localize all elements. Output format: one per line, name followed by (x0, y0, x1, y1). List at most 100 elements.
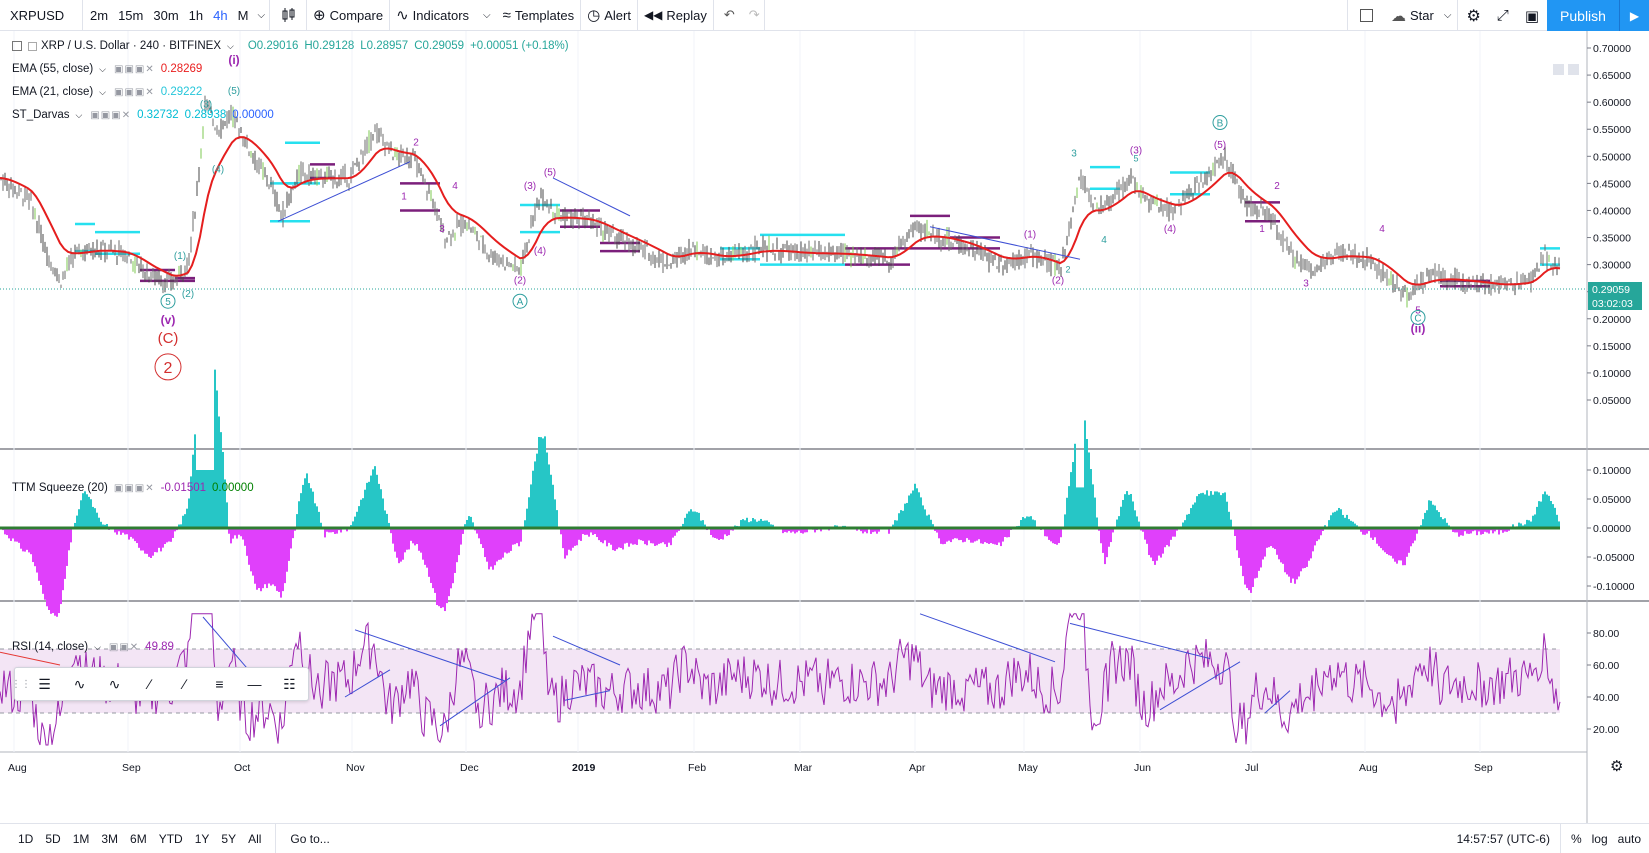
scroll-down-button[interactable] (1568, 64, 1579, 75)
ttm-tick-label: -0.10000 (1593, 581, 1635, 593)
trendline-icon[interactable]: ∕ (148, 676, 151, 692)
range-5y[interactable]: 5Y (221, 831, 237, 846)
rsi-tick-label: 20.00 (1593, 724, 1619, 736)
camera-icon[interactable]: ▣ (1524, 7, 1539, 25)
top-toolbar: XRPUSD 2m 15m 30m 1h 4h M ⌵ ⊕ Compare ∿ … (0, 0, 1649, 31)
range-all[interactable]: All (248, 831, 262, 846)
templates-button[interactable]: ≈ Templates (497, 0, 580, 31)
alert-label: Alert (604, 7, 631, 23)
goto-button[interactable]: Go to... (290, 831, 330, 846)
ttm-value-2: 0.00000 (212, 482, 254, 494)
chevron-down-icon[interactable]: ⌵ (257, 9, 266, 21)
rsi-legend[interactable]: RSI (14, close) ⌵ ▣▣✕ 49.89 (12, 641, 180, 653)
legend-buttons[interactable]: ▣▣▣✕ (113, 482, 155, 494)
drag-handle-icon[interactable]: ⋮⋮ (11, 678, 31, 690)
chart-area[interactable]: 0.70000 0.65000 0.60000 0.55000 0.50000 0.450… (0, 31, 1649, 823)
fib-icon[interactable]: ≡ (215, 676, 224, 692)
undo-icon[interactable]: ↶ (723, 7, 735, 22)
time-label: Aug (1359, 762, 1378, 774)
gear-icon[interactable]: ⚙ (1610, 758, 1623, 775)
chevron-down-icon[interactable]: ⌵ (99, 63, 106, 74)
clock[interactable]: 14:57:57 (UTC-6) (1456, 832, 1550, 846)
chevron-down-icon: ⌵ (483, 9, 491, 21)
chevron-down-icon[interactable]: ⌵ (227, 40, 234, 51)
timeframe-30m[interactable]: 30m (153, 7, 179, 23)
timeframe-4h[interactable]: 4h (213, 7, 228, 23)
lines-icon[interactable]: ☰ (38, 675, 51, 692)
price-chart-svg[interactable]: 0.70000 0.65000 0.60000 0.55000 0.50000 0.450… (0, 31, 1649, 823)
percent-toggle[interactable]: % (1570, 832, 1582, 846)
ema55-legend[interactable]: EMA (55, close) ⌵ ▣▣▣✕ 0.28269 (12, 63, 208, 75)
time-label: Sep (122, 762, 141, 774)
range-6m[interactable]: 6M (130, 831, 147, 846)
replay-button[interactable]: ◀◀ Replay (638, 0, 713, 31)
legend-buttons[interactable]: ▣▣▣✕ (114, 63, 155, 75)
wave-label-b3: 3 (439, 224, 445, 235)
wave-label-one: (1) (174, 251, 186, 262)
legend-buttons[interactable]: ▣▣▣✕ (90, 109, 132, 121)
indicators-button[interactable]: ∿ Indicators ⌵ (390, 0, 497, 31)
range-3m[interactable]: 3M (101, 831, 119, 846)
legend-buttons[interactable]: ▣▣▣✕ (114, 86, 155, 98)
time-label: Aug (8, 762, 27, 774)
ttm-legend[interactable]: TTM Squeeze (20) ▣▣▣✕ -0.01501 0.00000 (12, 482, 260, 494)
darvas-legend[interactable]: ST_Darvas ⌵ ▣▣▣✕ 0.32732 0.28938 0.00000 (12, 109, 280, 121)
legend-open: O0.29016 (247, 40, 299, 52)
divider (1559, 824, 1561, 853)
price-tick-label: 0.60000 (1593, 97, 1631, 109)
alert-button[interactable]: ◷ Alert (581, 0, 637, 31)
checkbox-icon[interactable] (1348, 0, 1385, 31)
publish-button[interactable]: Publish (1547, 0, 1619, 31)
gear-icon[interactable]: ⚙ (1466, 7, 1481, 25)
vertical-lines-icon[interactable]: ☷ (283, 675, 296, 692)
chevron-down-icon[interactable]: ⌵ (75, 109, 83, 120)
symbol-icon (28, 41, 37, 51)
range-1y[interactable]: 1Y (194, 831, 210, 846)
ema21-legend[interactable]: EMA (21, close) ⌵ ▣▣▣✕ 0.29222 (12, 86, 208, 98)
symbol-search[interactable]: XRPUSD (10, 7, 65, 23)
wave-label-jun5: 5 (1133, 154, 1138, 164)
timeframe-15m[interactable]: 15m (118, 7, 144, 23)
compare-button[interactable]: ⊕ Compare (307, 0, 389, 31)
pattern-icon[interactable]: ∿ (73, 675, 86, 692)
scroll-up-button[interactable] (1553, 64, 1564, 75)
rsi-trendline (1069, 622, 1211, 660)
timeframe-2m[interactable]: 2m (90, 7, 109, 23)
darvas-boxes (75, 141, 1560, 288)
ray-icon[interactable]: ∕ (183, 676, 186, 692)
star-button[interactable]: ☁ Star ⌵ (1385, 0, 1457, 31)
range-5d[interactable]: 5D (45, 831, 61, 846)
timeframe-1h[interactable]: 1h (188, 7, 204, 23)
divider (763, 0, 765, 31)
collapse-icon[interactable] (12, 41, 22, 51)
price-tick-label: 0.45000 (1593, 178, 1631, 190)
candle-style-icon[interactable] (270, 0, 306, 31)
range-1d[interactable]: 1D (18, 831, 34, 846)
legend-buttons[interactable]: ▣▣✕ (108, 641, 140, 653)
timeframe-group: 2m 15m 30m 1h 4h M ⌵ (83, 0, 269, 31)
range-1m[interactable]: 1M (72, 831, 90, 846)
wave-label-may2b: 2 (1065, 265, 1070, 275)
rsi-trendline (1264, 690, 1291, 714)
wave-labels: (i) (5) (3) (4) (1) (2) 5 (v) (C) 2 2 1 3 4 (5) (3) (4) (… (154, 53, 1426, 381)
wave-label-four_a: (4) (212, 165, 224, 176)
drawing-toolbar: ⋮⋮ ☰ ∿ ∿ ∕ ∕ ≡ — ☷ (11, 667, 309, 701)
wave-label-dec3: (3) (524, 181, 536, 192)
legend-change: +0.00051 (+0.18%) (470, 40, 569, 52)
abc-pattern-icon[interactable]: ∿ (108, 675, 121, 692)
auto-toggle[interactable]: auto (1617, 832, 1641, 846)
price-tick-label: 0.50000 (1593, 151, 1631, 163)
horizontal-line-icon[interactable]: — (247, 676, 262, 692)
fullscreen-icon[interactable]: ⤢ (1496, 7, 1509, 24)
price-axis: 0.70000 0.65000 0.60000 0.55000 0.50000 0.450… (1587, 43, 1635, 736)
ema55-name: EMA (55, close) (12, 63, 94, 75)
wave-label-five_circ: 5 (165, 297, 171, 308)
chevron-down-icon[interactable]: ⌵ (94, 641, 101, 652)
timeframe-M[interactable]: M (237, 7, 249, 23)
log-toggle[interactable]: log (1591, 832, 1608, 846)
play-icon[interactable]: ▶ (1619, 0, 1649, 31)
redo-icon[interactable]: ↷ (748, 7, 760, 22)
darvas-value-1: 0.32732 (137, 109, 179, 121)
chevron-down-icon[interactable]: ⌵ (99, 86, 106, 97)
range-ytd[interactable]: YTD (158, 831, 183, 846)
